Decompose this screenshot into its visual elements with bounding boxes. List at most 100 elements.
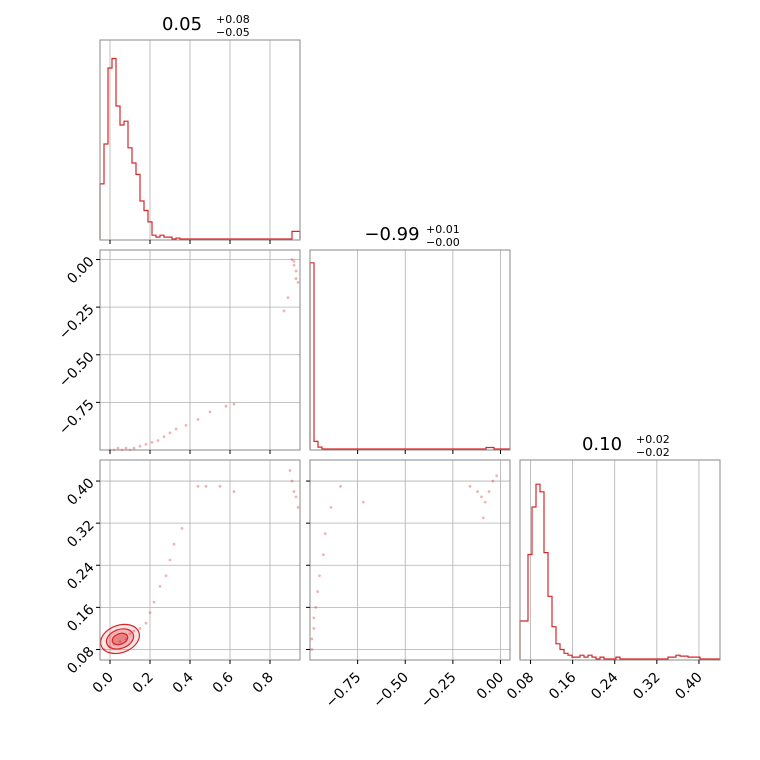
sample-point bbox=[282, 309, 286, 313]
y-tick-label-2: 0.08 bbox=[64, 644, 97, 677]
sample-point bbox=[312, 627, 316, 630]
x-tick-label-2: 0.40 bbox=[672, 670, 705, 703]
sample-point bbox=[168, 431, 172, 435]
sample-point bbox=[132, 629, 136, 633]
sample-point bbox=[132, 446, 136, 450]
sample-point bbox=[150, 440, 154, 444]
sample-point bbox=[296, 505, 300, 509]
x-tick-label-0: 0.6 bbox=[210, 669, 237, 696]
y-tick-label-1: −0.25 bbox=[56, 301, 98, 343]
sample-point bbox=[310, 648, 314, 651]
sample-point bbox=[323, 532, 327, 536]
panel-1-1 bbox=[309, 250, 510, 450]
sample-point bbox=[318, 574, 321, 578]
sample-point bbox=[361, 500, 365, 504]
panel-frame bbox=[309, 459, 511, 661]
sample-point bbox=[196, 484, 200, 488]
x-tick-label-2: 0.32 bbox=[630, 670, 663, 703]
x-tick-label-1: −0.25 bbox=[418, 670, 460, 712]
sample-point bbox=[224, 404, 228, 408]
title-upper: +0.08 bbox=[216, 13, 250, 26]
panel-frame bbox=[519, 459, 721, 661]
y-tick-label-2: 0.32 bbox=[64, 518, 97, 551]
title-upper: +0.02 bbox=[636, 433, 670, 446]
sample-point bbox=[184, 423, 188, 427]
panel-2-0 bbox=[100, 460, 300, 660]
x-tick-label-0: 0.8 bbox=[250, 670, 277, 697]
x-tick-label-0: 0.2 bbox=[130, 670, 157, 697]
panel-frame bbox=[99, 459, 301, 661]
y-tick-label-2: 0.40 bbox=[64, 475, 97, 508]
panel-1-0 bbox=[100, 250, 300, 452]
sample-point bbox=[292, 263, 296, 267]
sample-point bbox=[483, 500, 487, 504]
sample-point bbox=[481, 516, 485, 520]
sample-point bbox=[310, 637, 314, 641]
x-tick-label-0: 0.0 bbox=[90, 670, 117, 697]
x-tick-label-2: 0.16 bbox=[546, 669, 579, 702]
sample-point bbox=[294, 277, 298, 280]
sample-point bbox=[172, 542, 176, 546]
sample-point bbox=[148, 611, 152, 615]
sample-point bbox=[204, 484, 208, 488]
panel-frame bbox=[309, 249, 511, 451]
y-tick-label-1: 0.00 bbox=[64, 254, 97, 287]
sample-point bbox=[339, 484, 342, 488]
sample-point bbox=[180, 527, 184, 530]
x-tick-label-0: 0.4 bbox=[170, 669, 197, 696]
contour-line bbox=[100, 623, 140, 655]
sample-point bbox=[218, 484, 222, 488]
sample-point bbox=[290, 258, 294, 261]
sample-point bbox=[232, 490, 236, 493]
sample-point bbox=[314, 605, 318, 609]
sample-point bbox=[168, 558, 172, 562]
contour-fill bbox=[106, 628, 134, 650]
sample-point bbox=[158, 584, 162, 588]
title-lower: −0.05 bbox=[216, 26, 250, 39]
y-tick-label-2: 0.16 bbox=[64, 602, 97, 635]
sample-point bbox=[144, 442, 148, 446]
histogram-param-2 bbox=[519, 483, 720, 660]
y-tick-label-1: −0.50 bbox=[56, 349, 98, 391]
contour-fill bbox=[112, 633, 128, 645]
sample-point bbox=[316, 590, 320, 593]
sample-point bbox=[118, 640, 122, 643]
sample-point bbox=[232, 402, 236, 406]
sample-point bbox=[128, 632, 132, 636]
panel-0-0 bbox=[99, 40, 301, 240]
title-lower: −0.00 bbox=[426, 236, 460, 249]
panel-2-2 bbox=[519, 460, 720, 660]
sample-point bbox=[138, 444, 142, 448]
sample-point bbox=[480, 495, 483, 499]
x-tick-label-1: 0.00 bbox=[474, 670, 507, 703]
sample-point bbox=[208, 410, 212, 414]
sample-point bbox=[164, 574, 168, 578]
sample-point bbox=[296, 280, 300, 284]
sample-point bbox=[495, 474, 499, 478]
sample-point bbox=[286, 296, 290, 300]
title-param-1: −0.99 bbox=[364, 224, 419, 245]
sample-point bbox=[294, 495, 298, 499]
sample-point bbox=[138, 627, 142, 630]
sample-point bbox=[156, 439, 160, 442]
title-param-0: 0.05 bbox=[162, 14, 202, 35]
sample-point bbox=[292, 490, 296, 493]
title-lower: −0.02 bbox=[636, 446, 670, 459]
sample-point bbox=[294, 269, 298, 273]
sample-point bbox=[116, 446, 120, 450]
x-tick-label-2: 0.08 bbox=[504, 670, 537, 703]
contour-line bbox=[105, 628, 135, 650]
sample-point bbox=[487, 490, 491, 493]
sample-point bbox=[329, 505, 333, 509]
sample-point bbox=[491, 479, 495, 483]
sample-point bbox=[290, 479, 294, 483]
panel-frame bbox=[99, 249, 301, 451]
sample-point bbox=[468, 484, 472, 488]
title-param-2: 0.10 bbox=[582, 434, 622, 455]
sample-point bbox=[144, 621, 148, 625]
sample-point bbox=[162, 435, 166, 439]
panel-2-1 bbox=[310, 460, 510, 660]
sample-point bbox=[292, 260, 296, 263]
y-tick-label-2: 0.24 bbox=[64, 560, 97, 593]
